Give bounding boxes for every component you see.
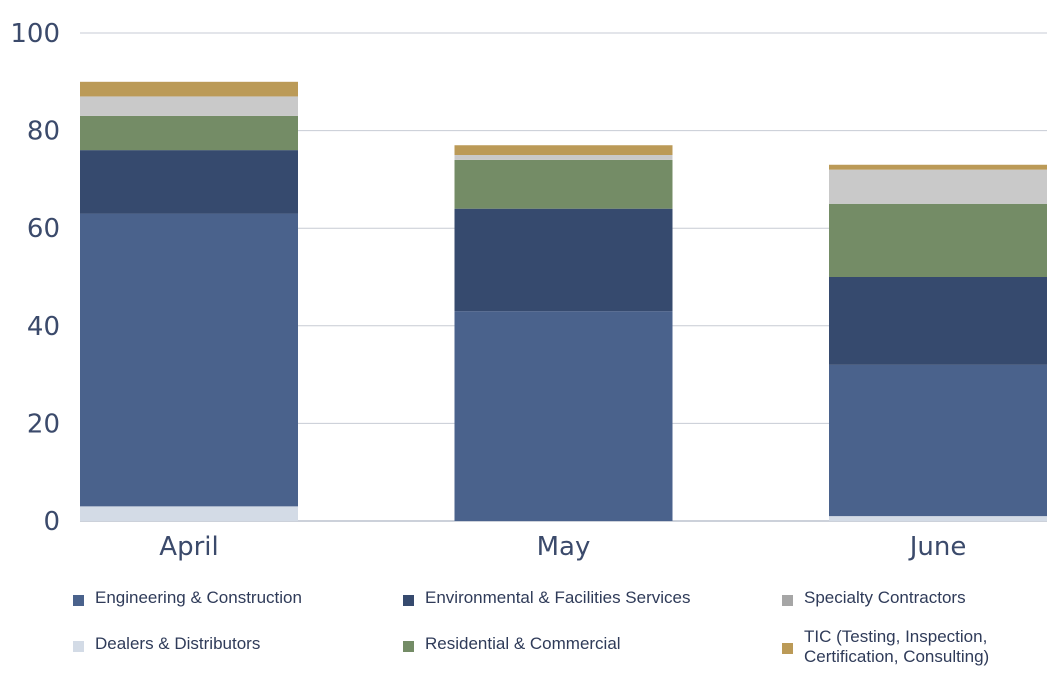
- legend-item-residential-commercial: Residential & Commercial: [403, 634, 621, 654]
- bar-segment: [454, 159, 673, 209]
- legend-item-engineering-construction: Engineering & Construction: [73, 588, 302, 608]
- bar-segment: [829, 164, 1047, 170]
- bar-segment: [80, 213, 298, 507]
- bar-segment: [829, 516, 1047, 521]
- y-tick-label: 20: [27, 409, 60, 439]
- bar-segment: [80, 506, 298, 521]
- y-tick-label: 60: [27, 214, 60, 244]
- legend-item-specialty-contractors: Specialty Contractors: [782, 588, 966, 608]
- legend-label: Environmental & Facilities Services: [425, 588, 691, 607]
- y-axis-ticks: 0 20 40 60 80 100: [10, 19, 60, 537]
- bar-segment: [80, 150, 298, 214]
- legend-swatch: [782, 643, 793, 654]
- stacked-bar-chart: 0 20 40 60 80 100 April May June: [10, 19, 1047, 562]
- legend-item-environmental-facilities: Environmental & Facilities Services: [403, 588, 690, 608]
- legend-swatch: [403, 641, 414, 652]
- x-category-label: April: [159, 532, 218, 562]
- bar-segment: [80, 96, 298, 116]
- legend-item-tic: TIC (Testing, Inspection, Certification,…: [782, 627, 989, 667]
- bar-segment: [454, 311, 673, 521]
- bar-segment: [454, 208, 673, 312]
- bar-segment: [829, 277, 1047, 365]
- y-tick-label: 80: [27, 117, 60, 147]
- legend-label: Dealers & Distributors: [95, 634, 261, 653]
- legend-swatch: [403, 595, 414, 606]
- bar-segment: [454, 145, 673, 155]
- legend-label: TIC (Testing, Inspection, Certification,…: [804, 627, 990, 666]
- y-tick-label: 40: [27, 312, 60, 342]
- bar-segment: [80, 81, 298, 97]
- legend: Engineering & Construction Environmental…: [0, 578, 1058, 678]
- legend-label: Specialty Contractors: [804, 588, 966, 607]
- y-tick-label: 100: [10, 19, 60, 49]
- y-tick-label: 0: [43, 507, 60, 537]
- legend-swatch: [73, 595, 84, 606]
- bar-segment: [454, 155, 673, 160]
- x-axis-categories: April May June: [159, 532, 966, 562]
- x-category-label: May: [537, 532, 591, 562]
- bar-segment: [80, 115, 298, 151]
- legend-item-dealers-distributors: Dealers & Distributors: [73, 634, 260, 654]
- bar-segment: [829, 169, 1047, 204]
- legend-swatch: [73, 641, 84, 652]
- legend-label: Residential & Commercial: [425, 634, 621, 653]
- legend-label: Engineering & Construction: [95, 588, 302, 607]
- legend-swatch: [782, 595, 793, 606]
- bar-segment: [829, 364, 1047, 517]
- bar-segment: [829, 203, 1047, 277]
- bars: [80, 81, 1047, 521]
- x-category-label: June: [908, 532, 967, 562]
